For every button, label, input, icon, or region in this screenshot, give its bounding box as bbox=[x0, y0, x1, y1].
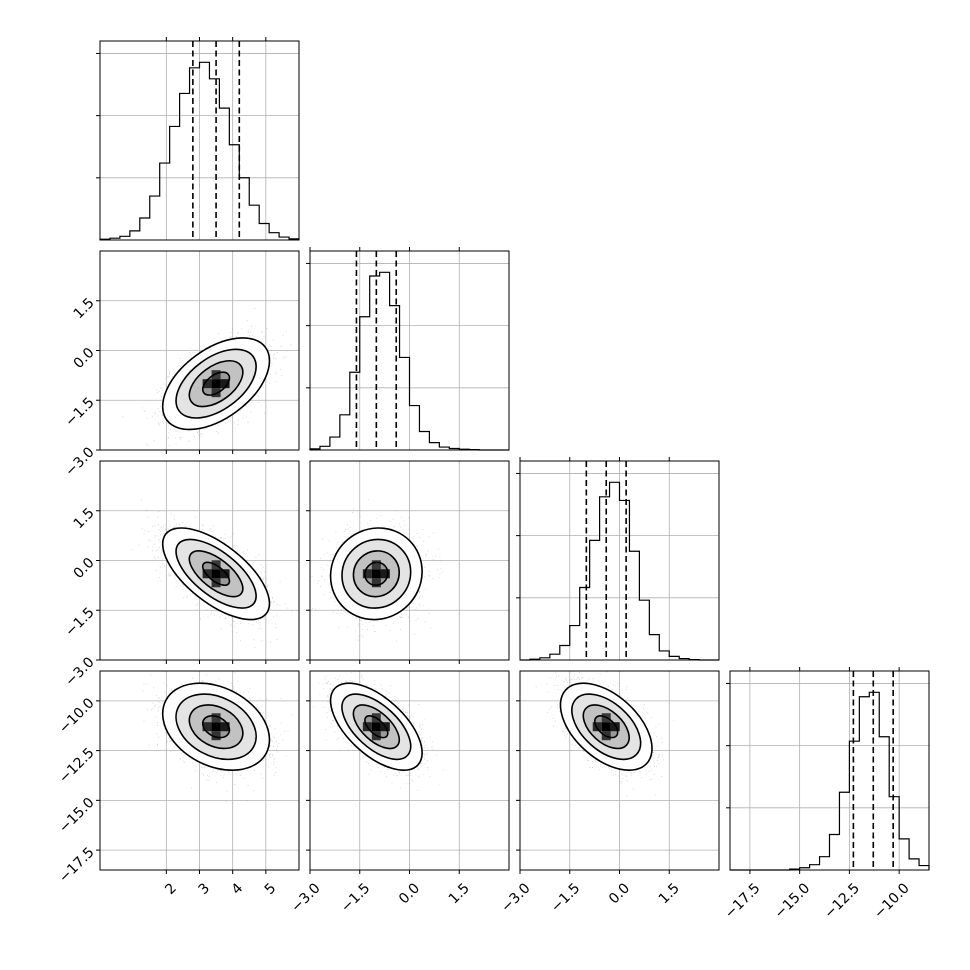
contour-line-1-0-3 bbox=[161, 337, 271, 431]
contour-line-2-1-1 bbox=[352, 550, 401, 598]
scatter-panel-2-0 bbox=[96, 460, 300, 664]
density-core-3-1-0 bbox=[371, 722, 381, 732]
ytick-label-row1-0: −3.0 bbox=[62, 444, 97, 479]
density-core-3-2-0 bbox=[601, 722, 611, 732]
density-core-3-0-1 bbox=[220, 722, 230, 732]
scatter-points-1-0 bbox=[122, 308, 292, 446]
xtick-label-col2-2: 0.0 bbox=[606, 880, 633, 907]
histogram-panel-0 bbox=[96, 37, 300, 241]
ytick-label-row3-3: −10.0 bbox=[56, 695, 98, 737]
contour-line-3-1-0 bbox=[364, 715, 389, 739]
ytick-label-row1-1: −1.5 bbox=[62, 395, 97, 430]
histogram-steps-2 bbox=[520, 481, 719, 661]
density-core-2-0-2 bbox=[202, 569, 212, 579]
contour-line-3-0-3 bbox=[161, 682, 271, 772]
xtick-label-col2-1: −1.5 bbox=[548, 880, 583, 915]
xtick-label-col3-3: −10.0 bbox=[871, 880, 913, 922]
contour-line-3-1-2 bbox=[341, 693, 412, 761]
xtick-label-col3-2: −12.5 bbox=[821, 880, 863, 922]
xtick-label-col1-3: 1.5 bbox=[446, 880, 473, 907]
histogram-steps-0 bbox=[99, 61, 300, 240]
density-core-1-0-3 bbox=[211, 388, 221, 398]
contour-line-2-1-0 bbox=[364, 561, 389, 587]
contour-line-3-2-3 bbox=[559, 682, 653, 772]
ytick-label-row3-1: −15.0 bbox=[56, 795, 98, 837]
scatter-points-2-1 bbox=[311, 499, 443, 642]
scatter-points-3-0 bbox=[142, 671, 292, 802]
xtick-label-col1-1: −1.5 bbox=[338, 880, 373, 915]
ytick-label-row3-2: −12.5 bbox=[56, 745, 98, 787]
density-core-3-2-2 bbox=[592, 722, 602, 732]
contour-line-2-1-2 bbox=[341, 538, 412, 609]
contour-line-2-1-3 bbox=[329, 527, 423, 621]
density-core-2-0-0 bbox=[211, 569, 221, 579]
ytick-label-row2-1: −1.5 bbox=[62, 605, 97, 640]
xtick-label-col0-1: 3 bbox=[195, 880, 213, 898]
xtick-label-col3-1: −15.0 bbox=[772, 880, 814, 922]
scatter-panel-1-0 bbox=[96, 250, 300, 454]
contour-line-2-0-2 bbox=[175, 538, 257, 609]
density-core-1-0-0 bbox=[211, 379, 221, 389]
scatter-panel-3-1 bbox=[306, 670, 510, 874]
contour-line-3-2-0 bbox=[593, 715, 619, 739]
xtick-label-col3-0: −17.5 bbox=[722, 880, 764, 922]
ytick-label-row2-0: −3.0 bbox=[62, 654, 97, 689]
density-core-1-0-4 bbox=[211, 370, 221, 380]
ytick-label-row3-0: −17.5 bbox=[56, 844, 98, 886]
density-core-2-1-3 bbox=[371, 578, 381, 588]
density-core-2-1-4 bbox=[371, 560, 381, 570]
scatter-panel-3-0 bbox=[96, 670, 300, 874]
contour-line-3-0-0 bbox=[201, 715, 231, 739]
xtick-label-col2-3: 1.5 bbox=[656, 880, 683, 907]
scatter-points-3-2 bbox=[535, 671, 675, 797]
ytick-label-row2-2: 0.0 bbox=[71, 555, 98, 582]
contour-line-1-0-2 bbox=[175, 348, 257, 419]
ytick-label-row1-3: 1.5 bbox=[71, 295, 98, 322]
density-core-3-0-3 bbox=[211, 731, 221, 741]
panel-frame-3-3 bbox=[729, 670, 930, 871]
density-core-2-1-1 bbox=[380, 569, 390, 579]
density-core-1-0-1 bbox=[220, 379, 230, 389]
contour-line-3-2-2 bbox=[571, 693, 642, 761]
histogram-panel-3 bbox=[726, 667, 930, 871]
density-core-2-0-1 bbox=[220, 569, 230, 579]
density-core-3-0-0 bbox=[211, 722, 221, 732]
xtick-label-col1-2: 0.0 bbox=[396, 880, 423, 907]
xtick-label-col0-3: 5 bbox=[262, 880, 280, 898]
scatter-panel-3-2 bbox=[516, 670, 720, 874]
scatter-points-3-1 bbox=[313, 672, 444, 791]
contour-line-2-0-3 bbox=[161, 527, 271, 621]
scatter-panel-2-1 bbox=[306, 460, 510, 664]
contour-line-3-1-1 bbox=[352, 704, 401, 750]
contour-line-3-0-1 bbox=[188, 704, 244, 750]
histogram-steps-1 bbox=[309, 271, 509, 451]
xtick-label-col2-0: −3.0 bbox=[498, 880, 533, 915]
ytick-label-row2-3: 1.5 bbox=[71, 505, 98, 532]
contour-line-2-0-1 bbox=[188, 550, 244, 598]
ytick-label-row1-2: 0.0 bbox=[71, 345, 98, 372]
contour-line-3-1-3 bbox=[329, 682, 423, 772]
xtick-label-col1-0: −3.0 bbox=[288, 880, 323, 915]
xtick-label-col0-0: 2 bbox=[162, 880, 180, 898]
density-core-3-0-2 bbox=[202, 722, 212, 732]
density-core-3-2-1 bbox=[610, 722, 620, 732]
histogram-panel-2 bbox=[516, 457, 720, 661]
scatter-points-2-0 bbox=[132, 499, 293, 648]
density-core-1-0-2 bbox=[202, 379, 212, 389]
contour-line-2-0-0 bbox=[201, 561, 231, 587]
contour-line-3-2-1 bbox=[582, 704, 630, 750]
density-core-2-1-0 bbox=[371, 569, 381, 579]
density-core-2-1-2 bbox=[362, 569, 372, 579]
density-core-3-0-4 bbox=[211, 713, 221, 723]
contour-line-1-0-1 bbox=[188, 359, 244, 408]
histogram-panel-1 bbox=[306, 247, 510, 451]
xtick-label-col0-2: 4 bbox=[229, 880, 247, 898]
contour-line-1-0-0 bbox=[201, 371, 231, 396]
contour-line-3-0-2 bbox=[175, 693, 257, 761]
